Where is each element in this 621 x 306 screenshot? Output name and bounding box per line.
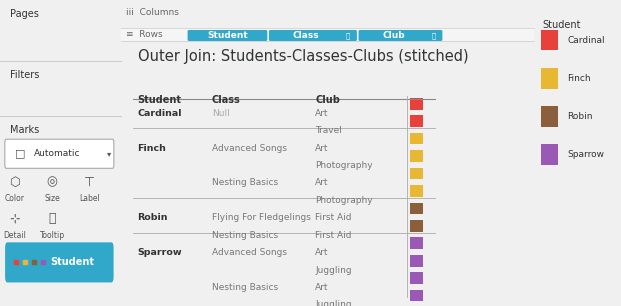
- FancyBboxPatch shape: [541, 68, 558, 89]
- Text: Art: Art: [315, 109, 329, 118]
- FancyBboxPatch shape: [410, 98, 422, 110]
- Text: Photography: Photography: [315, 161, 373, 170]
- Text: Sparrow: Sparrow: [567, 150, 604, 159]
- Text: Marks: Marks: [10, 125, 39, 136]
- Text: Finch: Finch: [138, 144, 166, 152]
- Text: Art: Art: [315, 283, 329, 292]
- Text: ⛓: ⛓: [346, 32, 350, 39]
- Text: ⬡: ⬡: [9, 176, 20, 188]
- Text: ▾: ▾: [107, 149, 111, 158]
- Text: Label: Label: [79, 194, 100, 203]
- FancyBboxPatch shape: [410, 203, 422, 214]
- FancyBboxPatch shape: [541, 106, 558, 127]
- Text: Nesting Basics: Nesting Basics: [212, 231, 278, 240]
- Text: Flying For Fledgelings: Flying For Fledgelings: [212, 213, 311, 222]
- FancyBboxPatch shape: [410, 220, 422, 232]
- Text: Nesting Basics: Nesting Basics: [212, 283, 278, 292]
- Text: ≡  Rows: ≡ Rows: [126, 30, 163, 39]
- Text: Color: Color: [4, 194, 25, 203]
- Text: Robin: Robin: [138, 213, 168, 222]
- Text: Student: Student: [51, 257, 94, 267]
- Text: Art: Art: [315, 248, 329, 257]
- Text: Cardinal: Cardinal: [567, 35, 605, 45]
- FancyBboxPatch shape: [5, 139, 114, 168]
- Text: ⬜: ⬜: [48, 212, 56, 225]
- Text: ⊤: ⊤: [84, 176, 95, 188]
- FancyBboxPatch shape: [410, 255, 422, 267]
- Text: Size: Size: [44, 194, 60, 203]
- FancyBboxPatch shape: [541, 30, 558, 50]
- FancyBboxPatch shape: [121, 28, 534, 41]
- FancyBboxPatch shape: [410, 237, 422, 249]
- Text: First Aid: First Aid: [315, 231, 351, 240]
- Text: Detail: Detail: [3, 231, 26, 240]
- Text: Pages: Pages: [10, 9, 39, 19]
- Text: Sparrow: Sparrow: [138, 248, 182, 257]
- FancyBboxPatch shape: [5, 242, 114, 282]
- FancyBboxPatch shape: [269, 30, 357, 41]
- Text: □: □: [14, 148, 25, 158]
- Text: Juggling: Juggling: [315, 300, 352, 306]
- Text: Nesting Basics: Nesting Basics: [212, 178, 278, 187]
- Text: Cardinal: Cardinal: [138, 109, 182, 118]
- Text: Automatic: Automatic: [34, 149, 80, 158]
- Text: Art: Art: [315, 144, 329, 152]
- Text: Advanced Songs: Advanced Songs: [212, 248, 287, 257]
- Text: Outer Join: Students-Classes-Clubs (stitched): Outer Join: Students-Classes-Clubs (stit…: [138, 49, 468, 64]
- FancyBboxPatch shape: [358, 30, 442, 41]
- FancyBboxPatch shape: [410, 115, 422, 127]
- Text: Art: Art: [315, 178, 329, 187]
- Text: ⊹: ⊹: [9, 212, 20, 225]
- Text: Filters: Filters: [10, 70, 39, 80]
- Text: Club: Club: [315, 95, 340, 105]
- Text: ◎: ◎: [47, 176, 58, 188]
- Text: Juggling: Juggling: [315, 266, 352, 274]
- Text: Robin: Robin: [567, 112, 592, 121]
- FancyBboxPatch shape: [410, 290, 422, 301]
- Text: Class: Class: [293, 31, 319, 40]
- Text: Student: Student: [207, 31, 248, 40]
- Text: Student: Student: [543, 20, 581, 30]
- FancyBboxPatch shape: [410, 133, 422, 144]
- Text: Advanced Songs: Advanced Songs: [212, 144, 287, 152]
- Text: Class: Class: [212, 95, 241, 105]
- FancyBboxPatch shape: [410, 168, 422, 179]
- FancyBboxPatch shape: [541, 144, 558, 165]
- Text: First Aid: First Aid: [315, 213, 351, 222]
- Text: Travel: Travel: [315, 126, 342, 135]
- Text: Student: Student: [138, 95, 181, 105]
- Text: Photography: Photography: [315, 196, 373, 205]
- Text: Null: Null: [212, 109, 230, 118]
- Text: iii  Columns: iii Columns: [126, 8, 179, 17]
- FancyBboxPatch shape: [410, 272, 422, 284]
- FancyBboxPatch shape: [410, 185, 422, 197]
- Text: ⛓: ⛓: [431, 32, 435, 39]
- FancyBboxPatch shape: [188, 30, 267, 41]
- Text: Finch: Finch: [567, 74, 591, 83]
- Text: Club: Club: [383, 31, 406, 40]
- FancyBboxPatch shape: [410, 150, 422, 162]
- Text: Tooltip: Tooltip: [40, 231, 65, 240]
